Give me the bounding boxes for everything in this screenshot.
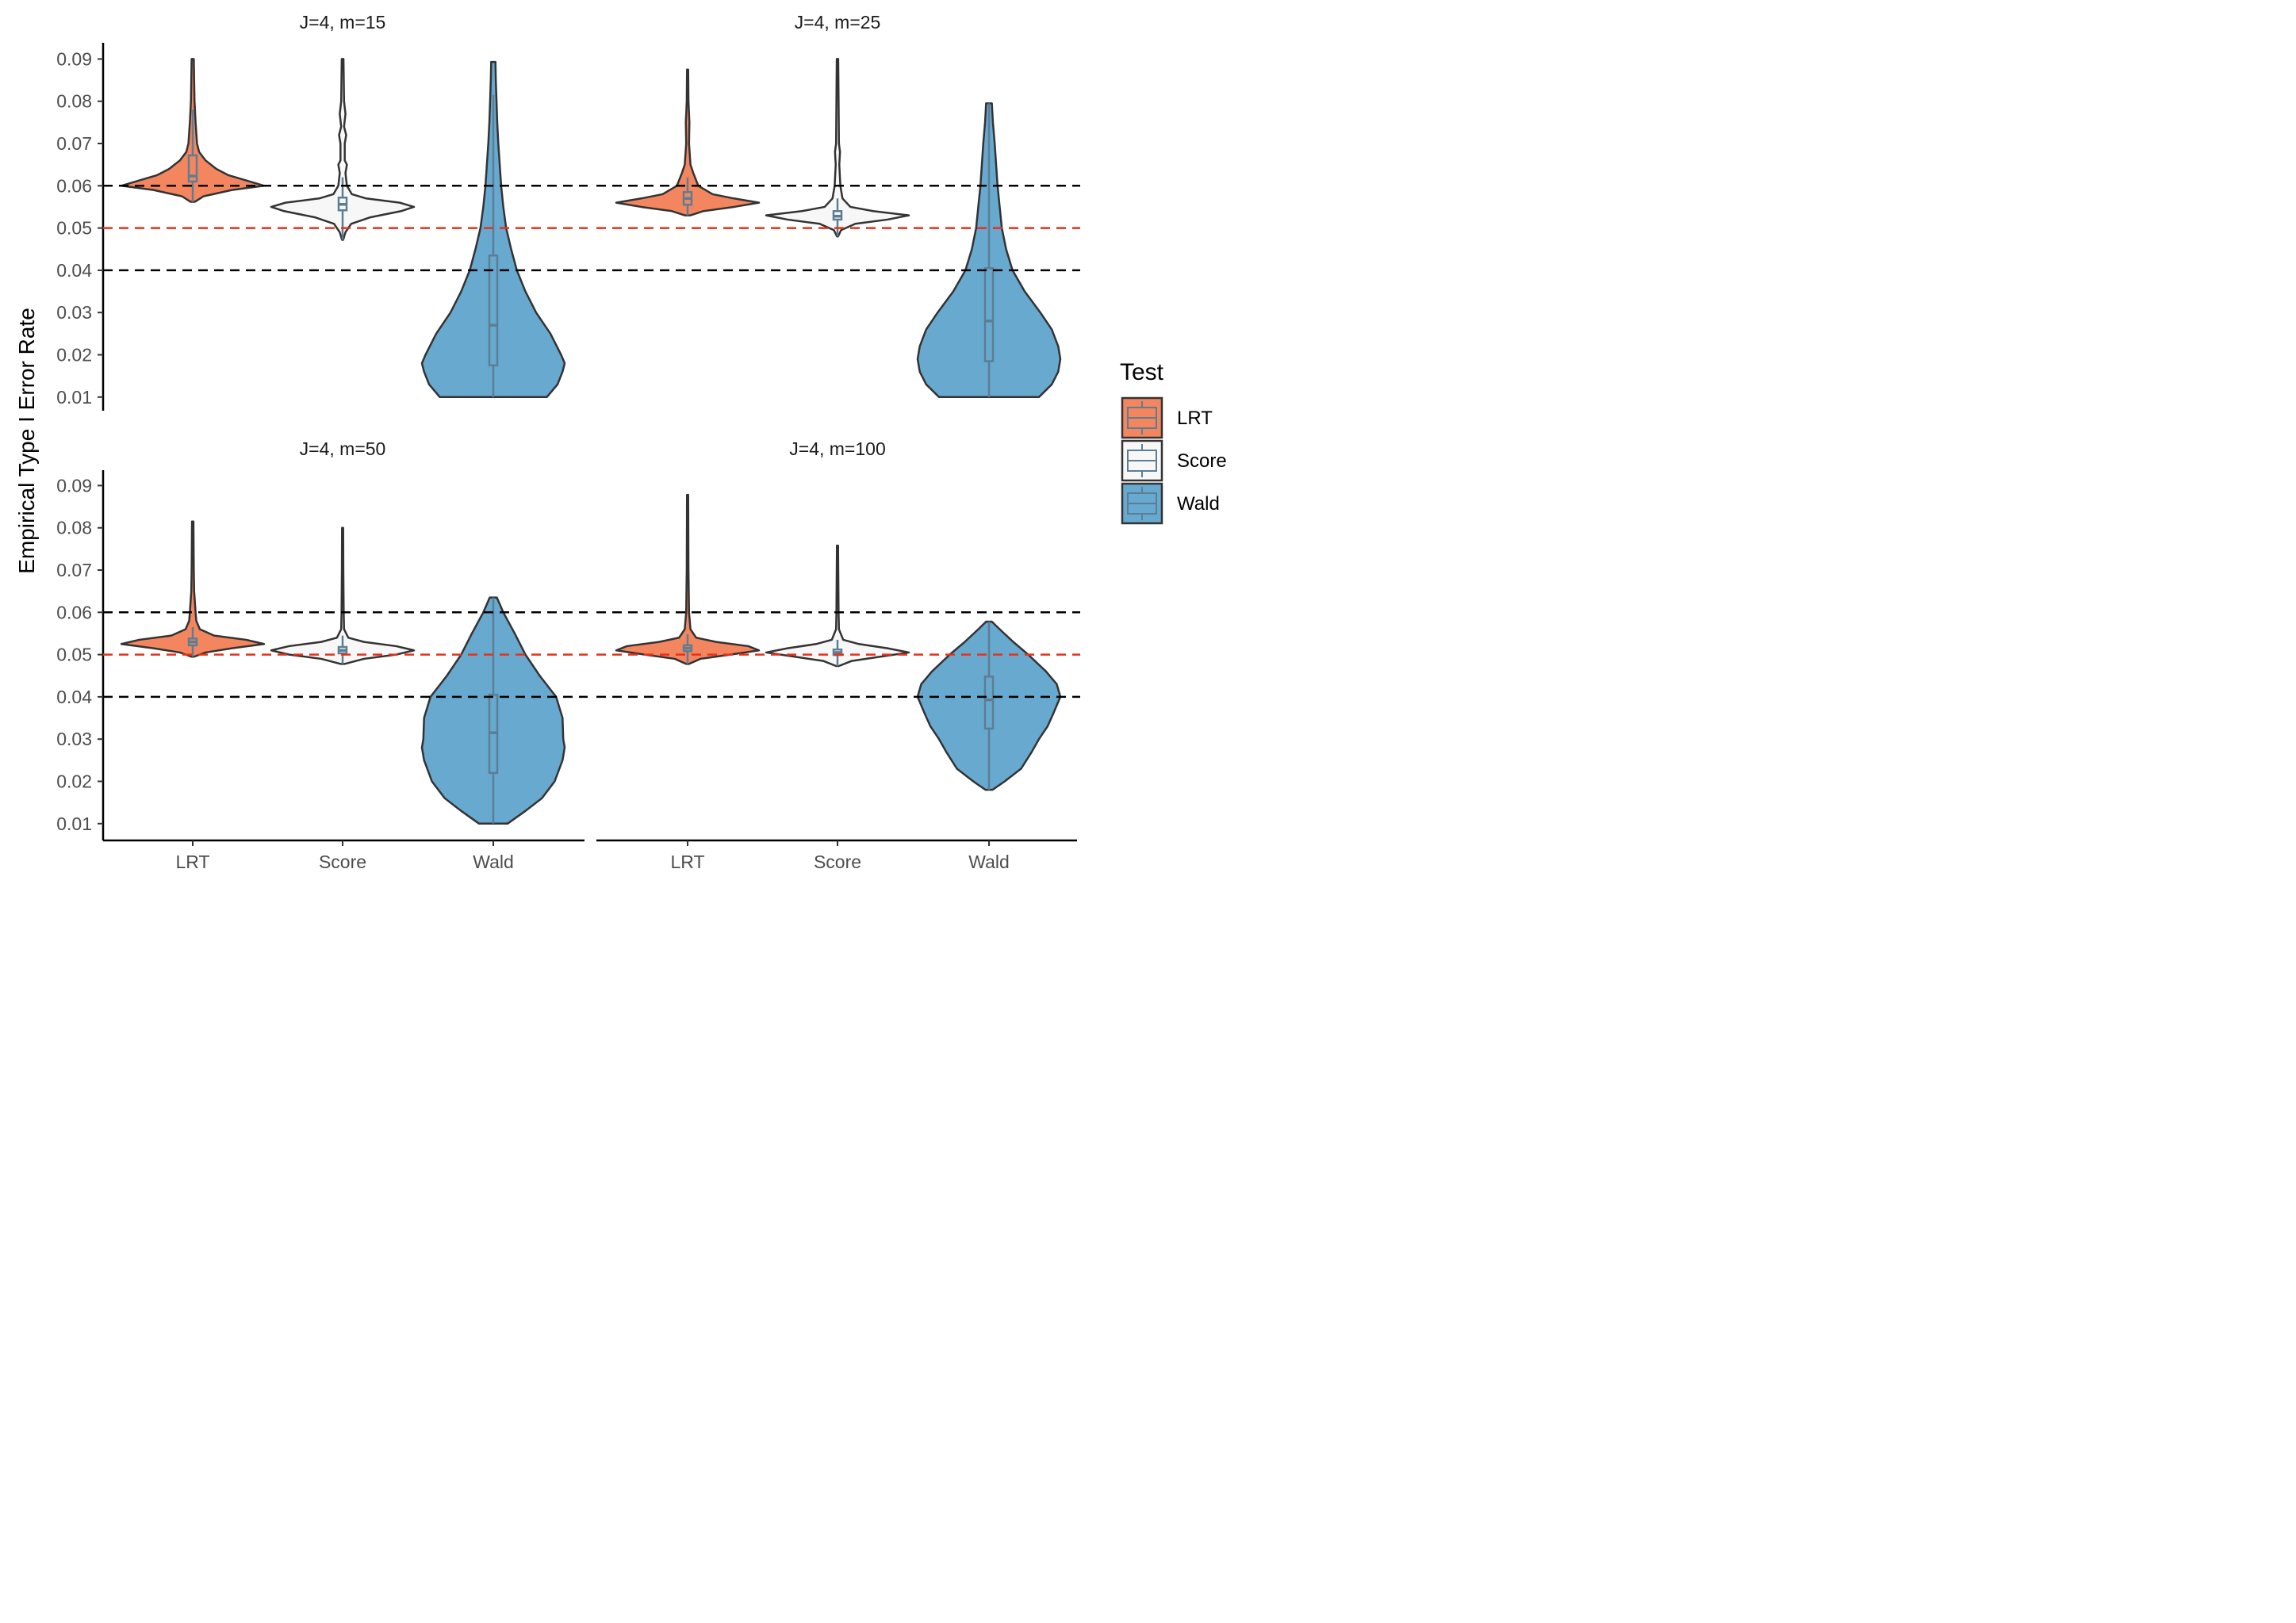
legend: Test LRT Score Wald bbox=[1120, 359, 1227, 525]
y-tick-label: 0.03 bbox=[56, 302, 92, 323]
x-tick-label: LRT bbox=[670, 852, 704, 872]
y-tick-label: 0.01 bbox=[56, 387, 92, 408]
violin-lrt bbox=[120, 520, 266, 658]
y-axis-title: Empirical Type I Error Rate bbox=[14, 308, 39, 574]
violin-score bbox=[270, 58, 416, 241]
violin-wald bbox=[916, 102, 1062, 399]
y-tick-label: 0.06 bbox=[56, 602, 92, 622]
legend-label: LRT bbox=[1177, 408, 1213, 429]
y-tick-label: 0.04 bbox=[56, 260, 92, 281]
panel-4: J=4, m=100 LRT Score Wald bbox=[596, 438, 1080, 872]
x-tick-label: Wald bbox=[968, 852, 1010, 872]
y-tick-label: 0.07 bbox=[56, 560, 92, 580]
panel-title: J=4, m=50 bbox=[300, 438, 386, 459]
y-tick-label: 0.09 bbox=[56, 48, 92, 69]
x-tick-label: Score bbox=[814, 852, 861, 872]
box-iqr bbox=[983, 676, 995, 730]
violin-wald bbox=[916, 620, 1062, 791]
panel-title: J=4, m=25 bbox=[795, 12, 881, 33]
legend-label: Score bbox=[1177, 450, 1227, 472]
legend-item-wald: Wald bbox=[1121, 482, 1220, 525]
panel-title: J=4, m=100 bbox=[789, 438, 885, 459]
violin-body bbox=[420, 596, 566, 825]
violin-body bbox=[615, 493, 761, 665]
violin-lrt bbox=[615, 493, 761, 665]
y-tick-label: 0.03 bbox=[56, 729, 92, 749]
violin-wald bbox=[420, 596, 566, 825]
legend-item-lrt: LRT bbox=[1121, 396, 1213, 439]
y-tick-label: 0.08 bbox=[56, 91, 92, 112]
violin-body bbox=[765, 544, 910, 668]
x-tick-label: Wald bbox=[473, 852, 514, 872]
y-tick-label: 0.05 bbox=[56, 218, 92, 239]
box-iqr bbox=[488, 254, 499, 367]
panel-title: J=4, m=15 bbox=[300, 12, 386, 33]
violin-body bbox=[270, 526, 416, 665]
y-tick-label: 0.06 bbox=[56, 175, 92, 196]
y-tick-label: 0.04 bbox=[56, 687, 92, 707]
violin-body bbox=[270, 58, 416, 241]
violin-lrt bbox=[615, 68, 761, 216]
violin-chart: J=4, m=15 0.01 0.02 0.03 0.04 0.05 0.06 0.07 0.0… bbox=[0, 0, 1244, 878]
box-iqr bbox=[187, 154, 198, 183]
box-iqr bbox=[983, 266, 995, 362]
legend-label: Wald bbox=[1177, 493, 1220, 515]
violin-score bbox=[270, 526, 416, 665]
y-tick-label: 0.05 bbox=[56, 645, 92, 665]
panel-1: J=4, m=15 0.01 0.02 0.03 0.04 0.05 0.06 0.07 0.0… bbox=[56, 12, 588, 411]
chart-background bbox=[0, 0, 1244, 878]
y-tick-label: 0.02 bbox=[56, 345, 92, 366]
violin-body bbox=[120, 520, 266, 658]
panel-2: J=4, m=25 bbox=[596, 12, 1080, 399]
y-tick-label: 0.07 bbox=[56, 133, 92, 154]
x-tick-label: LRT bbox=[175, 852, 209, 872]
violin-body bbox=[916, 620, 1062, 791]
panels-layer: J=4, m=15 0.01 0.02 0.03 0.04 0.05 0.06 0.07 0.0… bbox=[56, 12, 1080, 872]
legend-title: Test bbox=[1120, 359, 1164, 385]
violin-body bbox=[615, 68, 761, 216]
violin-lrt bbox=[120, 58, 266, 203]
panel-3: J=4, m=50 0.01 0.02 0.03 0.04 0.05 0.06 0.07 0.0… bbox=[56, 438, 588, 872]
y-tick-label: 0.02 bbox=[56, 771, 92, 792]
legend-item-score: Score bbox=[1121, 439, 1227, 482]
violin-body bbox=[765, 58, 910, 238]
y-tick-label: 0.01 bbox=[56, 813, 92, 834]
y-tick-label: 0.08 bbox=[56, 518, 92, 538]
x-tick-label: Score bbox=[319, 852, 366, 872]
y-tick-label: 0.09 bbox=[56, 475, 92, 496]
